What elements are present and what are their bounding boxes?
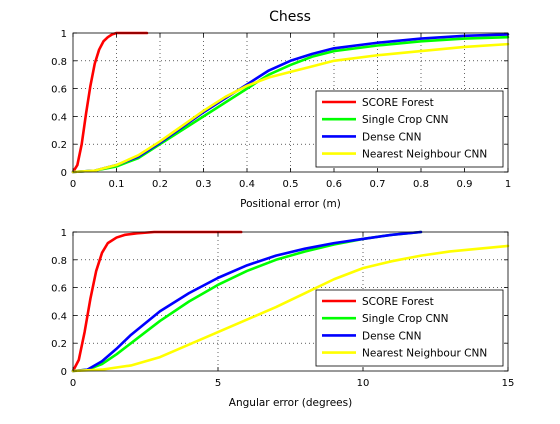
x-tick-label: 10 [357, 378, 370, 389]
y-tick-label: 0.8 [51, 57, 67, 68]
x-tick-label: 0 [70, 179, 76, 190]
x-tick-label: 0.4 [239, 179, 255, 190]
y-tick-label: 0.6 [51, 85, 67, 96]
series-line-nearest-neighbour-cnn [71, 244, 510, 373]
y-tick-label: 0.4 [51, 311, 67, 322]
legend: SCORE Forest Single Crop CNN Dense CNN Near… [315, 289, 504, 367]
x-tick-label: 15 [502, 378, 515, 389]
y-tick-label: 0.6 [51, 284, 67, 295]
axes-frame [72, 231, 509, 372]
x-tick-label: 0.9 [457, 179, 473, 190]
x-tick-label: 0.6 [326, 179, 342, 190]
y-tick-label: 0.2 [51, 339, 67, 350]
series-line-nearest-neighbour-cnn [71, 42, 510, 174]
x-tick-label: 0.3 [196, 179, 212, 190]
x-tick-label: 1 [505, 179, 511, 190]
legend-label: Single Crop CNN [362, 114, 449, 126]
legend-label: SCORE Forest [362, 97, 434, 109]
x-tick-label: 0 [70, 378, 76, 389]
x-axis-label: Angular error (degrees) [229, 397, 352, 409]
legend-label: Dense CNN [362, 330, 422, 342]
x-axis-label: Positional error (m) [240, 198, 341, 210]
plot-2: 0 5 10 15 0 0.2 0.4 0.6 0.8 1 Angular error (degre… [51, 228, 514, 409]
y-tick-label: 0 [61, 168, 67, 179]
legend-label: Nearest Neighbour CNN [362, 149, 487, 161]
x-tick-label: 0.8 [413, 179, 429, 190]
legend-label: Nearest Neighbour CNN [362, 348, 487, 360]
y-tick-label: 0.2 [51, 140, 67, 151]
legend-label: Dense CNN [362, 131, 422, 143]
legend-label: Single Crop CNN [362, 313, 449, 325]
x-tick-label: 0.5 [283, 179, 299, 190]
y-tick-label: 1 [61, 29, 67, 40]
x-tick-label: 0.1 [109, 179, 125, 190]
x-tick-label: 0.7 [370, 179, 386, 190]
legend: SCORE Forest Single Crop CNN Dense CNN Near… [315, 90, 504, 168]
plot-1: 0 0.1 0.2 0.3 0.4 0.5 0.6 0.7 0.8 0.9 1 0 0.2 0.4 0.6 0… [51, 29, 511, 210]
x-tick-label: 5 [215, 378, 221, 389]
y-tick-label: 0.8 [51, 256, 67, 267]
y-tick-label: 0 [61, 367, 67, 378]
chart-title: Chess [269, 9, 311, 25]
y-tick-label: 1 [61, 228, 67, 239]
x-tick-label: 0.2 [152, 179, 168, 190]
legend-label: SCORE Forest [362, 296, 434, 308]
y-tick-label: 0.4 [51, 112, 67, 123]
series-line-dense-cnn [71, 230, 423, 373]
